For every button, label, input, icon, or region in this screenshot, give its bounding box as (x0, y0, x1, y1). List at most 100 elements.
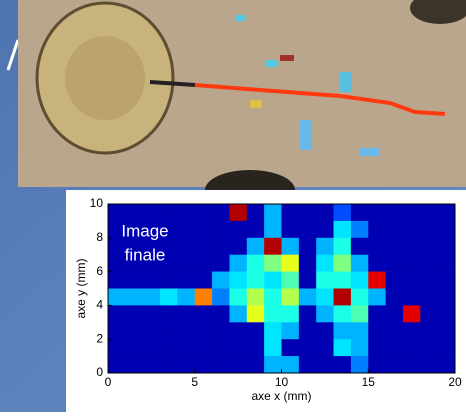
heatmap-cell (403, 339, 421, 356)
slide: 051015200246810axe x (mm)axe y (mm)Image… (0, 0, 466, 412)
heatmap-cell (438, 356, 456, 373)
heatmap-cell (195, 356, 213, 373)
heatmap-cell (282, 255, 300, 272)
page: 051015200246810axe x (mm)axe y (mm)Image… (0, 0, 466, 417)
heatmap-cell (438, 221, 456, 238)
heatmap-cell (247, 272, 265, 289)
heatmap-cell (160, 272, 178, 289)
heatmap-cell (125, 204, 143, 221)
heatmap-cell (247, 322, 265, 339)
heatmap-cell (108, 305, 126, 322)
heatmap-cell (282, 322, 300, 339)
heatmap-cell (351, 221, 369, 238)
heatmap-cell (403, 221, 421, 238)
heatmap-cell (247, 204, 265, 221)
heatmap-cell (420, 322, 438, 339)
heatmap-cell (351, 339, 369, 356)
heatmap-cell (177, 322, 195, 339)
heatmap-cell (299, 238, 317, 255)
heatmap-cell (334, 322, 352, 339)
heatmap-cell (420, 356, 438, 373)
heatmap-cell (282, 221, 300, 238)
heatmap-cell (264, 339, 282, 356)
heatmap-cell (177, 305, 195, 322)
heatmap-cell (282, 339, 300, 356)
heatmap-cell (229, 322, 247, 339)
heatmap-cell (386, 356, 404, 373)
heatmap-cell (316, 204, 334, 221)
heatmap-cell (386, 204, 404, 221)
heatmap-cell (351, 238, 369, 255)
heatmap-cell (316, 322, 334, 339)
heatmap-cell (351, 305, 369, 322)
heatmap-cell (108, 322, 126, 339)
heatmap-cell (316, 305, 334, 322)
heatmap-cell (316, 289, 334, 306)
heatmap-cell (212, 272, 230, 289)
heatmap-cell (229, 356, 247, 373)
heatmap-cell (438, 272, 456, 289)
heatmap-cell (368, 322, 386, 339)
heatmap-cell (438, 322, 456, 339)
heatmap-cell (229, 221, 247, 238)
heatmap-cell (334, 305, 352, 322)
heatmap-cell (351, 204, 369, 221)
heatmap-cell (212, 305, 230, 322)
heatmap-cell (282, 289, 300, 306)
heatmap-cell (177, 204, 195, 221)
heatmap-cell (368, 289, 386, 306)
heatmap-cell (334, 221, 352, 238)
heatmap-cell (438, 255, 456, 272)
heatmap-cell (247, 289, 265, 306)
heatmap-cell (316, 356, 334, 373)
heatmap-cell (177, 272, 195, 289)
x-tick-label: 5 (191, 375, 198, 389)
heatmap-cell (229, 305, 247, 322)
heatmap-cell (264, 221, 282, 238)
photo (18, 0, 466, 210)
heatmap-cell (386, 255, 404, 272)
heatmap-cell (299, 204, 317, 221)
heatmap-cell (264, 356, 282, 373)
heatmap-cell (160, 339, 178, 356)
heatmap-cell (438, 305, 456, 322)
heatmap-cell (420, 238, 438, 255)
heatmap-cell (386, 272, 404, 289)
heatmap-cell (299, 339, 317, 356)
heatmap-cell (229, 289, 247, 306)
heatmap-cell (438, 339, 456, 356)
heatmap-cell (125, 322, 143, 339)
heatmap-cell (420, 339, 438, 356)
heatmap-cell (247, 356, 265, 373)
y-tick-label: 10 (90, 196, 104, 210)
heatmap-cell (195, 204, 213, 221)
heatmap-cell (143, 356, 161, 373)
heatmap-cell (212, 322, 230, 339)
heatmap-cell (403, 305, 421, 322)
heatmap-cell (403, 356, 421, 373)
heatmap-cell (334, 255, 352, 272)
heatmap-cell (334, 272, 352, 289)
heatmap-cell (282, 272, 300, 289)
heatmap-cell (264, 238, 282, 255)
heatmap-cell (299, 356, 317, 373)
heatmap-cell (351, 356, 369, 373)
heatmap-cell (229, 204, 247, 221)
heatmap-cell (160, 356, 178, 373)
heatmap-cell (282, 204, 300, 221)
heatmap-cell (351, 255, 369, 272)
heatmap-cell (299, 272, 317, 289)
heatmap-cell (438, 204, 456, 221)
heatmap-cell (386, 339, 404, 356)
heatmap-cell (247, 221, 265, 238)
heatmap-cell (212, 356, 230, 373)
heatmap-cell (420, 305, 438, 322)
x-tick-label: 20 (448, 375, 462, 389)
heatmap-cell (108, 356, 126, 373)
heatmap-cell (334, 289, 352, 306)
x-axis-label: axe x (mm) (252, 389, 312, 403)
heatmap-cell (368, 272, 386, 289)
heatmap-cell (247, 305, 265, 322)
heatmap-cell (212, 339, 230, 356)
heatmap-cell (368, 221, 386, 238)
